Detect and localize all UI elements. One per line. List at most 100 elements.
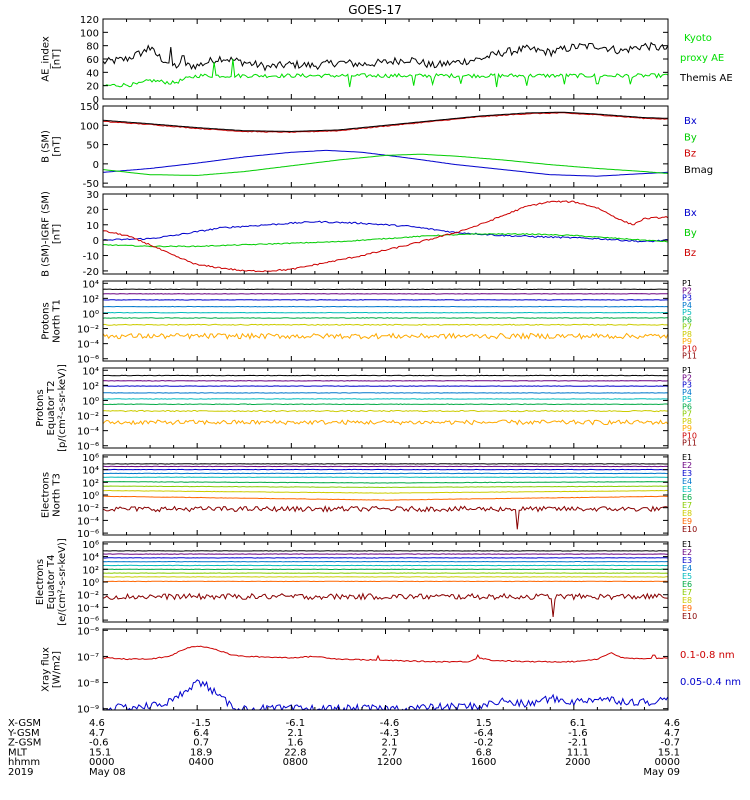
ephemeris-row-label: Z-GSM xyxy=(8,738,41,749)
panel-ae: 0 20 40 60 80 100 120 AE_index [nT] Kyoto proxy AE… xyxy=(41,15,733,106)
legend-p8: P8 xyxy=(682,417,692,426)
ephemeris-row-label: MLT xyxy=(8,747,28,758)
ephemeris-value: 4.7 xyxy=(89,728,105,739)
legend-bx: Bx xyxy=(684,116,697,127)
series-group xyxy=(103,374,668,426)
ephemeris-value: 22.8 xyxy=(284,747,306,758)
legend-p5: P5 xyxy=(682,308,692,317)
legend-p10: P10 xyxy=(682,431,697,440)
legend-e2: E2 xyxy=(682,548,692,557)
y-axis-label: B (SM)-IGRF (SM) xyxy=(41,191,52,277)
y-tick-label: 10⁻⁹ xyxy=(77,705,99,716)
y-axis-label: Equator T2 xyxy=(46,381,57,436)
legend-e5: E5 xyxy=(682,485,692,494)
y-tick-label: 100 xyxy=(80,121,99,132)
y-axis-label: [e/(cm²-s-sr-keV)] xyxy=(57,538,68,626)
ephemeris-value: 6.8 xyxy=(476,747,492,758)
legend-kyoto: Kyoto xyxy=(684,33,712,44)
series-group xyxy=(103,111,668,177)
panel-bsm: -50 0 50 100 150 B (SM) [nT] Bx By Bz Bmag xyxy=(41,102,714,190)
ephemeris-value: 4.7 xyxy=(664,728,680,739)
ephemeris-value: 2.7 xyxy=(382,747,398,758)
legend-e2: E2 xyxy=(682,461,692,470)
ephemeris-value: 2.1 xyxy=(287,728,303,739)
legend-bz: Bz xyxy=(684,248,696,259)
series-line-0-1-0-8-nm xyxy=(103,645,668,663)
y-tick-label: 10⁴ xyxy=(82,466,99,477)
series-line-p6 xyxy=(103,403,668,406)
series-line-bz xyxy=(103,200,668,273)
series-line-e8 xyxy=(103,489,668,494)
legend-p5: P5 xyxy=(682,395,692,404)
y-tick-label: 10⁶ xyxy=(82,540,99,551)
ephemeris-value: 0800 xyxy=(283,757,308,768)
y-tick-label: 10⁰ xyxy=(82,396,99,407)
y-axis-label: Protons xyxy=(35,389,46,426)
series-line-themis-ae xyxy=(103,41,668,72)
y-tick-label: 50 xyxy=(86,141,99,152)
legend-p9: P9 xyxy=(682,424,692,433)
y-tick-label: 10⁴ xyxy=(82,553,99,564)
legend-themis-ae: Themis AE xyxy=(679,73,733,84)
ephemeris-value: 0000 xyxy=(655,757,680,768)
panel-bigrf: -20 -10 0 10 20 30 B (SM)-IGRF (SM) [nT] Bx By Bz xyxy=(41,190,697,278)
y-axis-label: [W/m2] xyxy=(52,651,63,688)
legend-p8: P8 xyxy=(682,330,692,339)
series-line-p8 xyxy=(103,419,668,426)
y-tick-label: 100 xyxy=(80,28,99,39)
y-axis-label: [nT] xyxy=(52,136,63,156)
ephemeris-value: -4.6 xyxy=(380,718,400,729)
y-tick-label: 10² xyxy=(82,478,99,489)
y-tick-label: 10⁻⁴ xyxy=(77,603,99,614)
y-tick-label: 10⁻² xyxy=(77,504,99,515)
legend-e4: E4 xyxy=(682,477,692,486)
ephemeris-value: -0.2 xyxy=(474,738,494,749)
legend-p2: P2 xyxy=(682,286,692,295)
ephemeris-value: 0000 xyxy=(89,757,114,768)
y-tick-label: 10⁶ xyxy=(82,453,99,464)
y-tick-label: 10⁻⁶ xyxy=(77,529,99,540)
chart-title: GOES-17 xyxy=(348,3,402,17)
ephemeris-value: -2.1 xyxy=(568,738,588,749)
y-tick-label: 10⁻² xyxy=(77,325,99,336)
y-tick-label: 60 xyxy=(86,55,99,66)
legend-by: By xyxy=(684,132,697,143)
series-line-p8 xyxy=(103,332,668,340)
y-axis-label: North T3 xyxy=(52,473,63,517)
ephemeris-value: 0400 xyxy=(188,757,213,768)
ephemeris-row-label: Y-GSM xyxy=(7,728,40,739)
panel-p2: 10⁻⁶ 10⁻⁴ 10⁻² 10⁰ 10² 10⁴ Protons Equator T2 [p… xyxy=(35,364,697,453)
series-line-by xyxy=(103,153,668,176)
ephemeris-row-label: X-GSM xyxy=(8,718,41,729)
y-axis-label: North T1 xyxy=(52,299,63,343)
ephemeris-value: -1.6 xyxy=(568,728,588,739)
y-tick-label: 10 xyxy=(86,221,99,232)
y-tick-label: 120 xyxy=(80,15,99,26)
y-tick-label: 150 xyxy=(80,102,99,113)
legend-e8: E8 xyxy=(682,596,692,605)
ephemeris-value: 4.6 xyxy=(89,718,105,729)
legend-p7: P7 xyxy=(682,410,692,419)
y-tick-label: 20 xyxy=(86,205,99,216)
series-line-e6 xyxy=(103,480,668,484)
y-tick-label: 10² xyxy=(82,294,99,305)
legend-p4: P4 xyxy=(682,301,692,310)
legend-e7: E7 xyxy=(682,501,692,510)
series-line-p5 xyxy=(103,398,668,400)
series-group xyxy=(103,288,668,340)
series-line-e7 xyxy=(103,485,668,489)
y-tick-label: 0 xyxy=(93,95,99,106)
series-line-p4 xyxy=(103,305,668,308)
y-tick-label: -20 xyxy=(83,267,99,278)
legend-e3: E3 xyxy=(682,469,692,478)
series-line-bmag xyxy=(103,111,668,133)
series-line-p2 xyxy=(103,380,668,382)
y-tick-label: 10⁻⁷ xyxy=(77,652,99,663)
ephemeris-value: 4.6 xyxy=(664,718,680,729)
ephemeris-value: 1.5 xyxy=(476,718,492,729)
ephemeris-year: 2019 xyxy=(8,767,33,778)
legend-e10: E10 xyxy=(682,612,697,621)
y-tick-label: 10⁻⁶ xyxy=(77,442,99,453)
